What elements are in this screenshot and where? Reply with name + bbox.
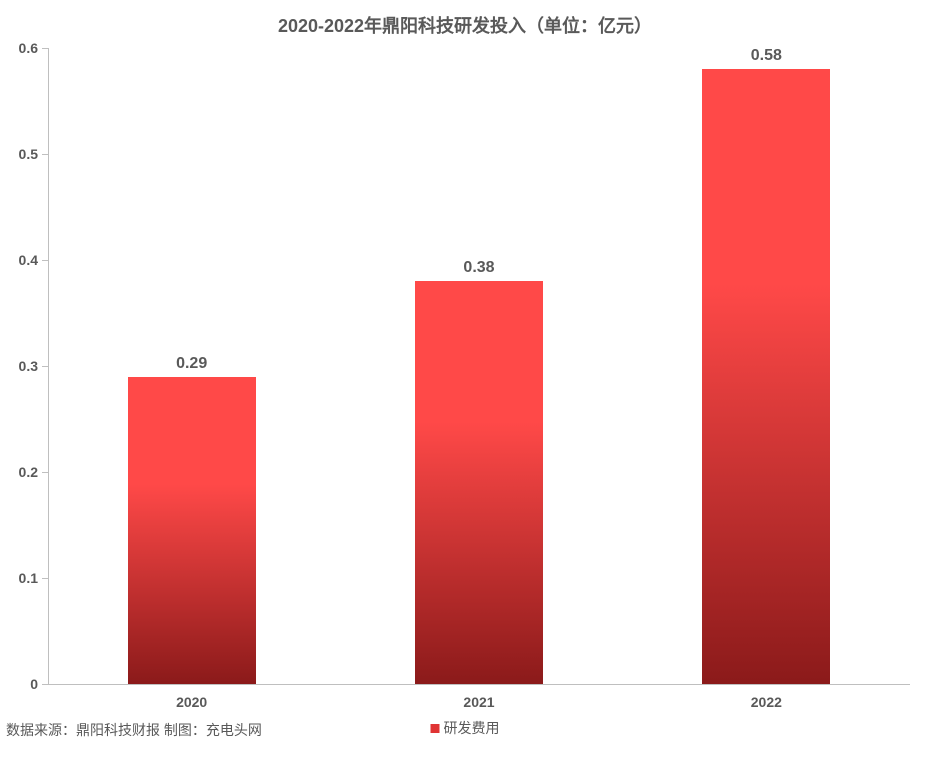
- x-tick-label: 2022: [751, 694, 782, 710]
- x-tick-label: 2020: [176, 694, 207, 710]
- y-tick-mark: [42, 578, 48, 579]
- y-axis: 00.10.20.30.40.50.6: [0, 48, 48, 684]
- y-tick-mark: [42, 260, 48, 261]
- y-tick-label: 0.5: [19, 146, 38, 162]
- bar: [415, 281, 543, 684]
- bar: [702, 69, 830, 684]
- y-tick-mark: [42, 154, 48, 155]
- legend-swatch: [431, 724, 440, 733]
- legend: 研发费用: [431, 718, 500, 738]
- x-axis-line: [48, 684, 910, 685]
- legend-label: 研发费用: [444, 718, 500, 738]
- data-label: 0.58: [751, 47, 782, 65]
- data-label: 0.29: [176, 355, 207, 373]
- data-label: 0.38: [463, 259, 494, 277]
- y-tick-mark: [42, 684, 48, 685]
- y-tick-label: 0.1: [19, 570, 38, 586]
- chart-container: 2020-2022年鼎阳科技研发投入（单位：亿元） 0 0.1 0.2 0.3 0.4 0…: [0, 0, 930, 758]
- chart-title: 2020-2022年鼎阳科技研发投入（单位：亿元）: [0, 0, 930, 38]
- y-tick-mark: [42, 366, 48, 367]
- y-tick-label: 0.4: [19, 252, 38, 268]
- y-tick-mark: [42, 472, 48, 473]
- y-tick-label: 0: [30, 676, 38, 692]
- y-tick-label: 0.2: [19, 464, 38, 480]
- bar: [128, 377, 256, 684]
- source-note: 数据来源：鼎阳科技财报 制图：充电头网: [6, 720, 262, 740]
- y-tick-label: 0.6: [19, 40, 38, 56]
- x-tick-label: 2021: [463, 694, 494, 710]
- y-tick-mark: [42, 48, 48, 49]
- y-tick-label: 0.3: [19, 358, 38, 374]
